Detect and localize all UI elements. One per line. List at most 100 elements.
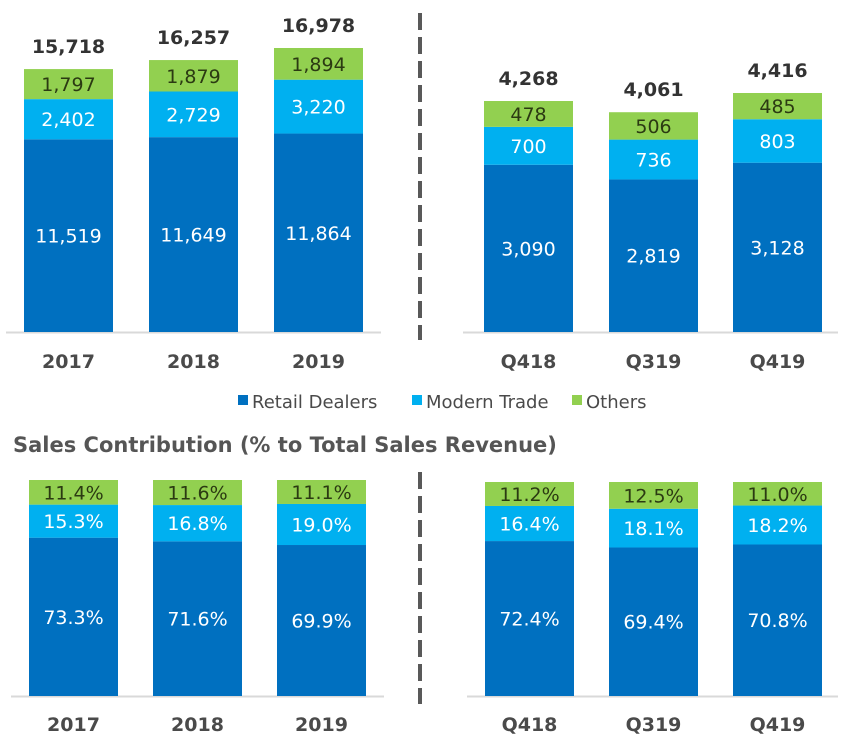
total-label-2019: 16,978 <box>282 15 355 37</box>
bar-others-2019 <box>277 480 366 504</box>
data-label-modern-trade-Q419: 803 <box>759 131 795 153</box>
data-label-others-2018: 11.6% <box>167 483 227 505</box>
data-label-others-2017: 1,797 <box>41 74 95 96</box>
legend-label-retail-dealers: Retail Dealers <box>252 392 377 413</box>
category-label-Q419: Q419 <box>750 714 806 736</box>
data-label-modern-trade-2019: 19.0% <box>291 514 351 536</box>
category-label-2019: 2019 <box>295 714 348 736</box>
data-label-retail-dealers-2019: 69.9% <box>291 611 351 633</box>
bar-modern-trade-Q319 <box>609 508 698 548</box>
data-label-others-2019: 1,894 <box>291 54 345 76</box>
data-label-retail-dealers-2017: 11,519 <box>35 226 101 248</box>
data-label-retail-dealers-2018: 11,649 <box>160 225 226 247</box>
bar-modern-trade-2017 <box>29 504 118 538</box>
data-label-others-2018: 1,879 <box>166 66 220 88</box>
category-label-2017: 2017 <box>42 351 95 373</box>
bar-retail-dealers-2017 <box>29 537 118 696</box>
category-label-Q319: Q319 <box>626 351 682 373</box>
data-label-modern-trade-2019: 3,220 <box>291 97 345 119</box>
bar-others-Q418 <box>484 101 573 127</box>
bar-retail-dealers-2018 <box>153 541 242 696</box>
data-label-retail-dealers-Q419: 3,128 <box>750 237 804 259</box>
data-label-retail-dealers-Q418: 3,090 <box>501 238 555 260</box>
data-label-modern-trade-2017: 15.3% <box>43 511 103 533</box>
category-label-2019: 2019 <box>292 351 345 373</box>
data-label-others-2019: 11.1% <box>291 482 351 504</box>
bar-others-2018 <box>149 60 238 92</box>
bar-modern-trade-Q419 <box>733 505 822 545</box>
legend-swatch-modern-trade <box>412 395 422 405</box>
legend: Retail Dealers Modern Trade Others <box>238 392 647 413</box>
data-label-retail-dealers-2019: 11,864 <box>285 223 351 245</box>
total-label-2018: 16,257 <box>157 27 230 49</box>
bar-retail-dealers-Q418 <box>484 164 573 332</box>
total-label-Q419: 4,416 <box>747 60 807 82</box>
bar-others-2018 <box>153 480 242 506</box>
data-label-retail-dealers-Q319: 69.4% <box>623 612 683 634</box>
data-label-retail-dealers-Q319: 2,819 <box>626 246 680 268</box>
data-label-others-Q419: 11.0% <box>747 484 807 506</box>
data-label-others-2017: 11.4% <box>43 482 103 504</box>
legend-swatch-others <box>572 395 582 405</box>
bar-modern-trade-Q319 <box>609 139 698 180</box>
data-label-modern-trade-Q418: 700 <box>510 136 546 158</box>
data-label-others-Q418: 11.2% <box>499 484 559 506</box>
bar-retail-dealers-2019 <box>274 133 363 332</box>
legend-swatch-retail-dealers <box>238 395 248 405</box>
total-label-2017: 15,718 <box>32 36 105 58</box>
data-label-others-Q319: 506 <box>635 116 671 138</box>
bar-others-2017 <box>29 480 118 505</box>
bar-modern-trade-Q418 <box>485 505 574 542</box>
chart-4: 72.4% 16.4% 11.2% Q418 69.4% 18.1% 12.5% Q319 70… <box>467 482 838 736</box>
data-label-modern-trade-Q418: 16.4% <box>499 514 559 536</box>
total-label-Q418: 4,268 <box>498 68 558 90</box>
bar-modern-trade-2017 <box>24 99 113 140</box>
bar-retail-dealers-2017 <box>24 139 113 332</box>
bar-others-Q419 <box>733 482 822 506</box>
data-label-retail-dealers-Q419: 70.8% <box>747 610 807 632</box>
category-label-Q418: Q418 <box>501 351 557 373</box>
total-label-Q319: 4,061 <box>623 79 683 101</box>
chart-group: 11,519 2,402 1,797 15,718 2017 11,649 2,729 1,8… <box>6 15 838 736</box>
bar-retail-dealers-Q419 <box>733 544 822 696</box>
category-label-Q419: Q419 <box>750 351 806 373</box>
data-label-retail-dealers-2017: 73.3% <box>43 607 103 629</box>
data-label-others-Q319: 12.5% <box>623 485 683 507</box>
data-label-retail-dealers-Q418: 72.4% <box>499 609 559 631</box>
bar-others-Q418 <box>485 482 574 506</box>
bar-modern-trade-2019 <box>277 503 366 546</box>
data-label-modern-trade-2017: 2,402 <box>41 109 95 131</box>
bar-retail-dealers-Q319 <box>609 547 698 696</box>
bar-modern-trade-2018 <box>149 91 238 138</box>
data-label-modern-trade-Q419: 18.2% <box>747 515 807 537</box>
bar-retail-dealers-Q319 <box>609 179 698 332</box>
data-label-modern-trade-2018: 16.8% <box>167 513 227 535</box>
data-label-others-Q419: 485 <box>759 96 795 118</box>
data-label-modern-trade-Q319: 736 <box>635 150 671 172</box>
bar-others-2019 <box>274 48 363 80</box>
bar-others-Q319 <box>609 482 698 509</box>
legend-label-modern-trade: Modern Trade <box>426 392 549 413</box>
data-label-others-Q418: 478 <box>510 104 546 126</box>
bar-retail-dealers-Q418 <box>485 541 574 696</box>
bar-retail-dealers-2019 <box>277 545 366 696</box>
data-label-modern-trade-Q319: 18.1% <box>623 518 683 540</box>
section-title: Sales Contribution (% to Total Sales Rev… <box>13 433 557 457</box>
data-label-modern-trade-2018: 2,729 <box>166 104 220 126</box>
bar-retail-dealers-2018 <box>149 137 238 332</box>
chart-2: 3,090 700 478 4,268 Q418 2,819 736 506 4,061 Q319… <box>463 60 838 373</box>
bar-modern-trade-2018 <box>153 505 242 542</box>
category-label-Q418: Q418 <box>502 714 558 736</box>
bar-others-Q419 <box>733 93 822 120</box>
chart-1: 11,519 2,402 1,797 15,718 2017 11,649 2,729 1,8… <box>6 15 381 373</box>
bar-others-2017 <box>24 69 113 100</box>
category-label-2018: 2018 <box>171 714 224 736</box>
category-label-Q319: Q319 <box>626 714 682 736</box>
chart-3: 73.3% 15.3% 11.4% 2017 71.6% 16.8% 11.6% 2018 69… <box>11 480 384 736</box>
category-label-2018: 2018 <box>167 351 220 373</box>
category-label-2017: 2017 <box>47 714 100 736</box>
bar-modern-trade-Q419 <box>733 119 822 163</box>
bar-retail-dealers-Q419 <box>733 162 822 332</box>
data-label-retail-dealers-2018: 71.6% <box>167 609 227 631</box>
